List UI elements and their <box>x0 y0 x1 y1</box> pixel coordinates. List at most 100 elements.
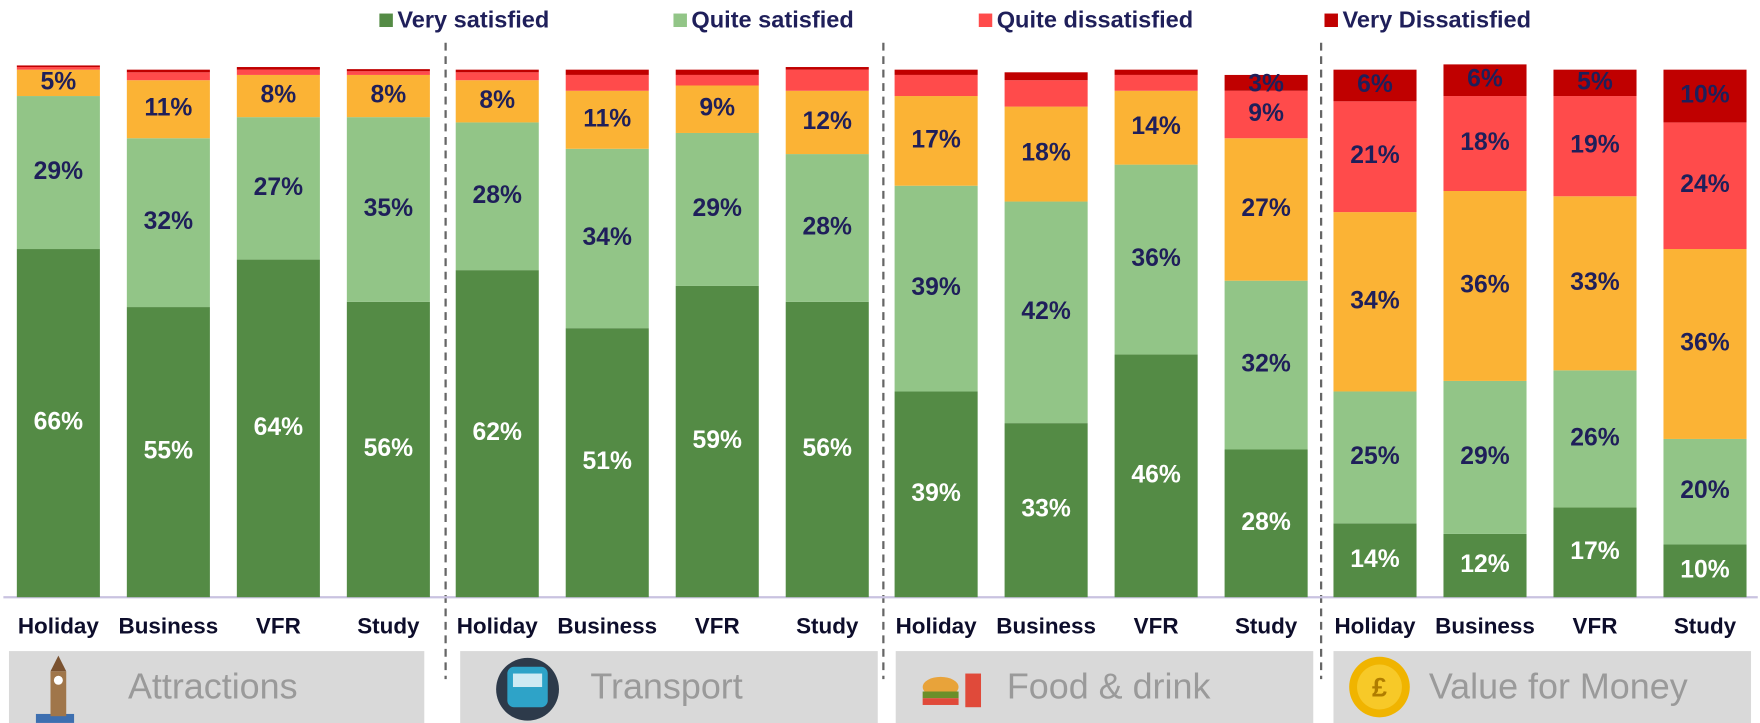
bar-segment <box>1114 90 1198 165</box>
value-label: 3% <box>1248 71 1284 98</box>
bar-segment <box>565 69 649 75</box>
bar-segment <box>126 69 210 73</box>
value-label: 29% <box>34 158 83 185</box>
bar-segment <box>894 185 978 392</box>
icon-tower <box>35 655 75 723</box>
legend-swatch <box>1324 13 1338 28</box>
value-label: 17% <box>911 126 960 153</box>
value-label: 12% <box>803 108 852 135</box>
group-title: Value for Money <box>1429 666 1688 707</box>
bar-segment <box>346 117 430 302</box>
bar-segment <box>1333 391 1417 524</box>
group-title: Food & drink <box>1007 666 1211 707</box>
bar-segment <box>1004 72 1088 81</box>
bar-segment <box>236 67 320 70</box>
value-label: 21% <box>1350 142 1399 169</box>
bar-segment <box>1333 69 1417 102</box>
value-label: 14% <box>1350 546 1399 573</box>
value-label: 36% <box>1131 245 1180 272</box>
bar-segment <box>126 72 210 81</box>
bar-segment <box>16 249 100 598</box>
x-tick-label: VFR <box>695 613 740 638</box>
bar-segment <box>1224 138 1308 281</box>
value-label: 10% <box>1680 82 1729 109</box>
bar-segment <box>1663 69 1747 123</box>
value-label: 8% <box>261 82 297 109</box>
bar-segment <box>1663 544 1747 598</box>
value-label: 56% <box>364 435 413 462</box>
x-tick-label: Study <box>1674 613 1737 638</box>
value-label: 29% <box>1460 443 1509 470</box>
value-label: 34% <box>1350 287 1399 314</box>
bar-segment <box>565 74 649 91</box>
value-label: 32% <box>144 208 193 235</box>
bar-segment <box>346 74 430 118</box>
bar-segment <box>16 67 100 70</box>
group-box <box>8 651 425 723</box>
bar-segment <box>1224 449 1308 598</box>
bar-segment <box>126 138 210 308</box>
bar-segment <box>346 71 430 75</box>
bar-segment <box>675 285 759 598</box>
bar-segment <box>1224 280 1308 450</box>
bar-segment <box>1553 507 1637 598</box>
bar-segment <box>1333 101 1417 213</box>
bar-segment <box>236 69 320 75</box>
value-label: 51% <box>583 448 632 475</box>
bar-segment <box>1114 354 1198 598</box>
value-label: 11% <box>583 105 631 132</box>
icon-coin: £ <box>1349 656 1410 718</box>
x-tick-label: Holiday <box>457 613 539 638</box>
value-label: 28% <box>803 213 852 240</box>
bar-segment <box>785 154 869 302</box>
x-tick-label: Holiday <box>18 613 100 638</box>
legend-label: Quite satisfied <box>691 7 853 33</box>
bar-segment <box>455 122 539 271</box>
icon-food <box>922 673 982 708</box>
value-label: 39% <box>911 480 960 507</box>
bar-segment <box>16 96 100 250</box>
value-label: 8% <box>371 82 407 109</box>
value-label: 6% <box>1357 71 1393 98</box>
bar-segment <box>1443 191 1527 381</box>
value-label: 5% <box>1577 68 1613 95</box>
bar-segment <box>894 69 978 75</box>
bar-segment <box>1004 423 1088 598</box>
bar-segment <box>675 85 759 133</box>
value-label: 27% <box>254 174 303 201</box>
bar-segment <box>16 65 100 68</box>
value-label: 27% <box>1241 195 1290 222</box>
x-tick-label: Study <box>357 613 420 638</box>
bar-segment <box>236 259 320 598</box>
value-label: 35% <box>364 195 413 222</box>
value-label: 64% <box>254 414 303 441</box>
bar-segment <box>785 67 869 70</box>
x-tick-label: Study <box>796 613 859 638</box>
value-label: 66% <box>34 409 83 436</box>
bar-segment <box>236 117 320 260</box>
bar-segment <box>1004 106 1088 202</box>
bar-segment <box>894 391 978 598</box>
bar-segment <box>1663 438 1747 545</box>
value-label: 36% <box>1680 330 1729 357</box>
value-label: 55% <box>144 438 193 465</box>
legend-label: Quite dissatisfied <box>997 7 1193 33</box>
bar-segment <box>1443 380 1527 534</box>
x-tick-label: Business <box>996 613 1096 638</box>
x-tick-label: Holiday <box>1334 613 1416 638</box>
legend-label: Very satisfied <box>397 7 549 33</box>
bar-segment <box>126 307 210 598</box>
value-label: 24% <box>1680 171 1729 198</box>
bar-segment <box>16 69 100 97</box>
bar-segment <box>675 74 759 86</box>
value-label: 42% <box>1021 298 1070 325</box>
x-tick-label: Business <box>1435 613 1535 638</box>
value-label: 17% <box>1570 538 1619 565</box>
bar-segment <box>565 148 649 329</box>
group-panels: £ <box>8 651 1752 723</box>
legend-swatch <box>978 13 993 28</box>
value-label: 8% <box>479 87 515 114</box>
bar-segment <box>675 69 759 75</box>
value-label: 62% <box>473 419 522 446</box>
